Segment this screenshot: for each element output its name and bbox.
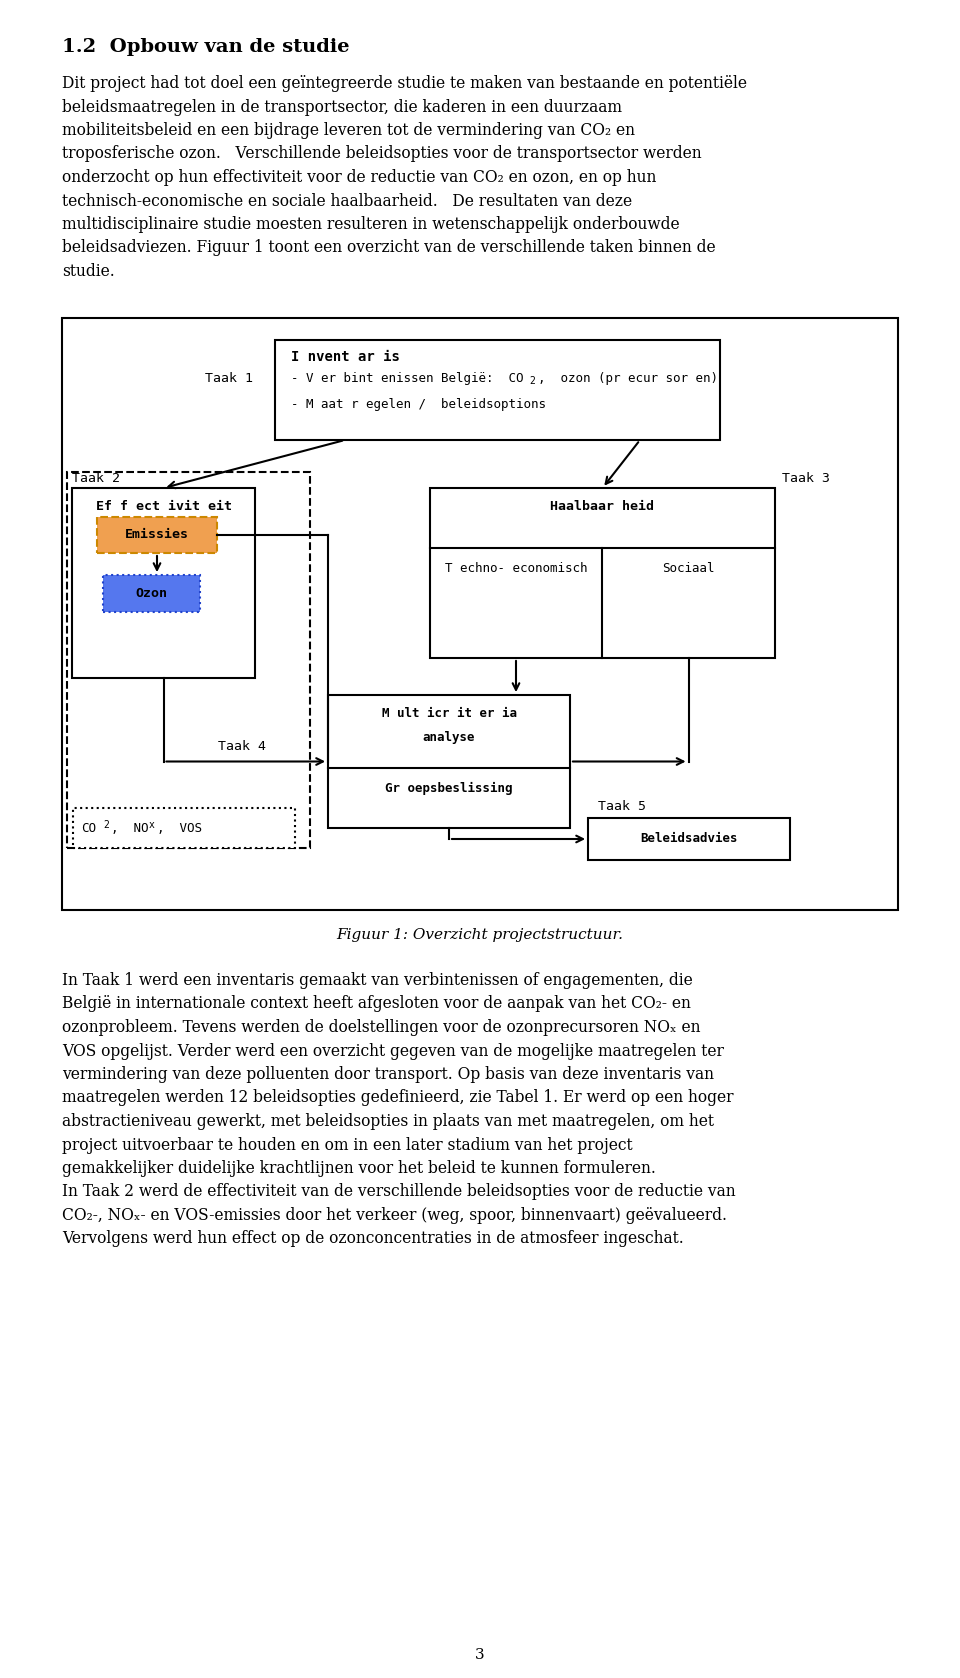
Text: Haalbaar heid: Haalbaar heid [550,500,655,513]
Text: Taak 5: Taak 5 [598,800,646,814]
Text: M ult icr it er ia: M ult icr it er ia [381,706,516,720]
Text: In Taak 2 werd de effectiviteit van de verschillende beleidsopties voor de reduc: In Taak 2 werd de effectiviteit van de v… [62,1183,735,1247]
Bar [97,517,217,554]
Text: Gr oepsbeslissing: Gr oepsbeslissing [385,782,513,795]
Text: Ef f ect ivit eit: Ef f ect ivit eit [95,500,231,513]
Text: I nvent ar is: I nvent ar is [291,351,400,364]
Text: T echno- economisch: T echno- economisch [444,562,588,576]
Text: Beleidsadvies: Beleidsadvies [640,832,737,846]
Text: ,  ozon (pr ecur sor en): , ozon (pr ecur sor en) [538,373,718,384]
Text: Emissies: Emissies [125,529,189,542]
Text: Taak 4: Taak 4 [218,740,266,753]
Text: analyse: analyse [422,732,475,743]
Bar [275,341,720,440]
Text: Dit project had tot doel een geïntegreerde studie te maken van bestaande en pote: Dit project had tot doel een geïntegreer… [62,76,747,280]
Text: CO: CO [81,822,96,834]
Text: Taak 1: Taak 1 [205,373,253,384]
Text: x: x [149,821,155,831]
Bar [72,488,255,678]
Bar [328,695,570,827]
Bar [103,576,200,612]
Text: In Taak 1 werd een inventaris gemaakt van verbintenissen of engagementen, die
Be: In Taak 1 werd een inventaris gemaakt va… [62,972,733,1176]
Bar [588,817,790,861]
Text: 2: 2 [103,821,108,831]
Text: Figuur 1: Overzicht projectstructuur.: Figuur 1: Overzicht projectstructuur. [337,928,623,941]
Text: 1.2  Opbouw van de studie: 1.2 Opbouw van de studie [62,39,349,55]
Bar [62,319,898,909]
Text: - M aat r egelen /  beleidsoptions: - M aat r egelen / beleidsoptions [291,398,546,411]
Text: ,  NO: , NO [111,822,149,834]
Text: 3: 3 [475,1648,485,1661]
Text: Ozon: Ozon [135,587,167,601]
Text: Sociaal: Sociaal [662,562,715,576]
Bar [73,809,295,847]
Bar [67,472,310,847]
Text: 2: 2 [529,376,535,386]
Text: Taak 3: Taak 3 [782,472,830,485]
Text: - V er bint enissen België:  CO: - V er bint enissen België: CO [291,373,523,384]
Text: Taak 2: Taak 2 [72,472,120,485]
Text: ,  VOS: , VOS [157,822,202,834]
Bar [430,488,775,658]
